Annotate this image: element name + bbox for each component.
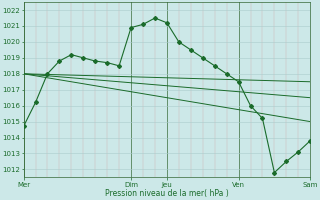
X-axis label: Pression niveau de la mer( hPa ): Pression niveau de la mer( hPa ) [105, 189, 229, 198]
